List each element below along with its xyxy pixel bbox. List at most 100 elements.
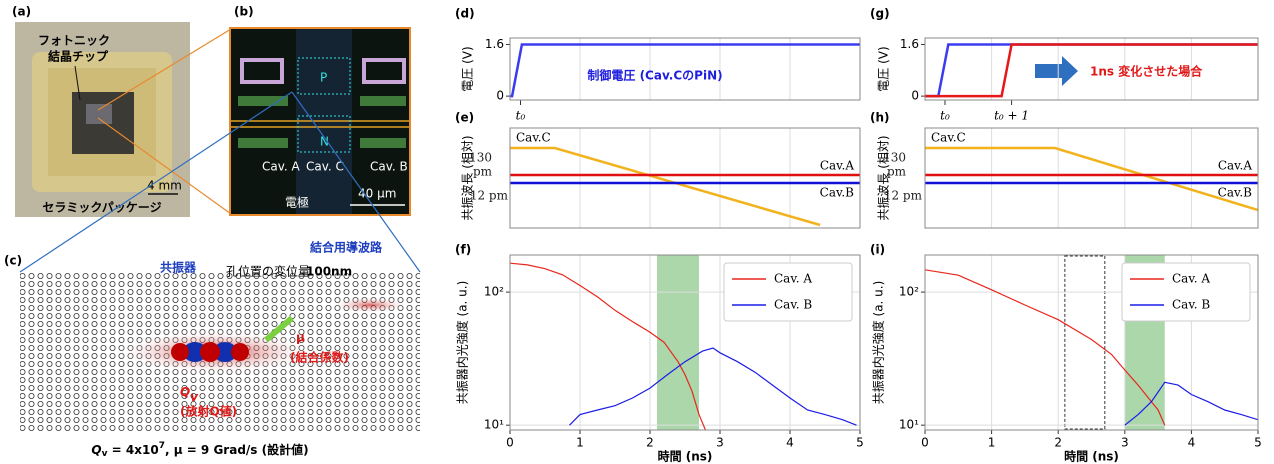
x-axis-label: 時間 (ns) bbox=[658, 449, 713, 464]
x-tick-label: 2 bbox=[1054, 436, 1062, 450]
legend-box bbox=[1121, 262, 1251, 322]
y-axis-label: 共振波長 (相対) bbox=[877, 135, 891, 220]
marker-label: t₀ + 1 bbox=[994, 109, 1029, 123]
annotation: 制御電圧 (Cav.CのPiN) bbox=[587, 68, 722, 83]
photo-c bbox=[20, 272, 420, 432]
series-line bbox=[510, 146, 821, 227]
legend-box bbox=[723, 262, 853, 322]
panel-label: (c) bbox=[4, 254, 22, 268]
series-line bbox=[510, 43, 860, 98]
annotation: pm bbox=[887, 165, 907, 179]
caption: Qv = 4x107, μ = 9 Grad/s (設計値) bbox=[91, 441, 308, 459]
marker-label: t₀ bbox=[940, 109, 950, 123]
scale-label: 4 mm bbox=[147, 179, 182, 193]
dashed-box bbox=[1064, 255, 1106, 430]
x-tick-label: 0 bbox=[506, 436, 514, 450]
x-tick-label: 4 bbox=[1188, 436, 1196, 450]
series-label: Cav.C bbox=[516, 131, 551, 145]
y-axis-label: 電圧 (V) bbox=[461, 46, 475, 91]
panel-label: (d) bbox=[455, 7, 475, 21]
y-tick-label: 10¹ bbox=[899, 418, 919, 432]
p-label: P bbox=[320, 71, 327, 85]
electrode-label: 電極 bbox=[285, 195, 309, 210]
n-label: N bbox=[320, 135, 329, 149]
series-line bbox=[925, 269, 1166, 426]
x-tick-label: 1 bbox=[988, 436, 996, 450]
x-tick-label: 5 bbox=[856, 436, 864, 450]
x-tick-label: 5 bbox=[1254, 436, 1262, 450]
cavity-label: Cav. B bbox=[370, 160, 408, 174]
q-label: Qv bbox=[180, 385, 199, 404]
shift-label: 100nm bbox=[306, 265, 352, 279]
pointer bbox=[74, 65, 81, 101]
zoom-line bbox=[291, 91, 421, 273]
series-label: Cav.A bbox=[820, 159, 855, 173]
legend-label: Cav. A bbox=[1172, 272, 1210, 286]
x-tick-label: 1 bbox=[576, 436, 584, 450]
plot-frame bbox=[509, 37, 861, 101]
series-label: Cav.C bbox=[931, 131, 966, 145]
series-line bbox=[925, 43, 1258, 98]
arrow bbox=[1035, 56, 1078, 86]
panel-label: (b) bbox=[234, 5, 254, 19]
legend-label: Cav. B bbox=[1172, 298, 1210, 312]
y-axis-label: 電圧 (V) bbox=[877, 46, 891, 91]
panel-label: (g) bbox=[870, 7, 890, 21]
series-label: Cav.A bbox=[1218, 159, 1253, 173]
mu-note: (結合係数) bbox=[290, 350, 349, 365]
zoom-line bbox=[97, 28, 232, 111]
panel-label: (a) bbox=[12, 5, 31, 19]
waveguide-label: 結合用導波路 bbox=[310, 240, 383, 255]
cavity-label: Cav. A bbox=[262, 160, 301, 174]
panel-label: (f) bbox=[455, 243, 471, 257]
package-label: セラミックパッケージ bbox=[42, 201, 161, 215]
y-tick-label: 0 bbox=[496, 89, 504, 103]
annotation: 12 pm bbox=[884, 189, 923, 203]
annotation: 130 bbox=[469, 151, 492, 165]
plot-frame bbox=[924, 37, 1259, 101]
panel-label: (e) bbox=[455, 111, 474, 125]
series-label: Cav.B bbox=[1218, 186, 1253, 200]
mu-label: μ bbox=[296, 331, 305, 345]
q-note: (放射Q値) bbox=[180, 404, 237, 419]
scale-label: 40 µm bbox=[358, 187, 396, 201]
y-tick-label: 10² bbox=[899, 285, 919, 299]
plot-frame bbox=[509, 127, 861, 229]
x-tick-label: 3 bbox=[1121, 436, 1129, 450]
series-line bbox=[1124, 381, 1258, 426]
y-axis-label: 共振器内光強度 (a. u.) bbox=[455, 281, 470, 405]
annotation: 1ns 変化させた場合 bbox=[1090, 64, 1203, 79]
marker-label: t₀ bbox=[516, 109, 526, 123]
x-axis-label: 時間 (ns) bbox=[1064, 449, 1119, 464]
legend-label: Cav. B bbox=[774, 298, 812, 312]
y-tick-label: 10² bbox=[484, 285, 504, 299]
zoom-line bbox=[97, 117, 232, 215]
series-label: Cav.B bbox=[820, 186, 855, 200]
zoom-line bbox=[19, 91, 293, 273]
chip-label: フォトニック bbox=[38, 34, 110, 48]
band bbox=[657, 255, 699, 430]
y-tick-label: 1.6 bbox=[900, 37, 919, 51]
photo-b bbox=[229, 27, 411, 216]
series-line bbox=[510, 262, 707, 430]
plot-frame bbox=[924, 127, 1259, 229]
annotation: 12 pm bbox=[470, 189, 509, 203]
chip-label: 結晶チップ bbox=[48, 49, 109, 64]
x-tick-label: 4 bbox=[786, 436, 794, 450]
legend-label: Cav. A bbox=[774, 272, 812, 286]
cavity-label: Cav. C bbox=[306, 160, 344, 174]
y-tick-label: 10¹ bbox=[484, 418, 504, 432]
plot-frame bbox=[509, 254, 861, 431]
series-line bbox=[925, 146, 1258, 212]
panel-label: (i) bbox=[870, 243, 885, 257]
resonator-label: 共振器 bbox=[160, 260, 197, 275]
x-tick-label: 0 bbox=[921, 436, 929, 450]
y-tick-label: 1.6 bbox=[485, 37, 504, 51]
panel-label: (h) bbox=[870, 111, 890, 125]
y-axis-label: 共振器内光強度 (a. u.) bbox=[871, 281, 886, 405]
annotation: pm bbox=[473, 165, 493, 179]
series-line bbox=[569, 347, 857, 426]
x-tick-label: 2 bbox=[646, 436, 654, 450]
y-axis-label: 共振波長 (相対) bbox=[461, 135, 475, 220]
